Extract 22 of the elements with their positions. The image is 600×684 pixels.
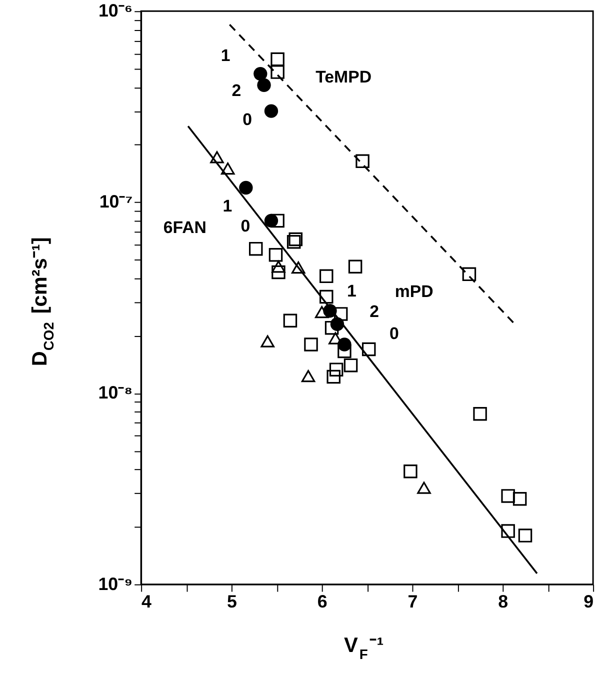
annotation: 1 <box>220 46 230 65</box>
y-tick-label: 10⁻⁸ <box>98 382 133 403</box>
x-tick-label: 8 <box>498 592 508 612</box>
annotation: 6FAN <box>163 218 206 237</box>
annotation: 0 <box>240 216 250 236</box>
y-tick-label: 10⁻⁹ <box>98 574 133 594</box>
x-tick-label: 6 <box>317 592 328 612</box>
annotation: 2 <box>232 80 242 100</box>
y-tick-label: 10⁻⁶ <box>98 0 133 21</box>
annotation: 0 <box>242 110 252 130</box>
y-tick-label: 10⁻⁷ <box>99 192 133 212</box>
x-tick-label: 9 <box>584 592 594 612</box>
annotation: 1 <box>222 196 232 216</box>
annotation: mPD <box>394 282 434 301</box>
annotation: 1 <box>346 281 356 300</box>
y-axis-title: DCO2 [cm²s⁻¹] <box>28 237 57 366</box>
x-tick-label: 5 <box>226 592 237 612</box>
annotation: 2 <box>370 302 379 322</box>
annotation: TeMPD <box>316 68 372 87</box>
x-tick-label: 7 <box>408 592 418 612</box>
annotation: 0 <box>389 324 399 343</box>
x-tick-label: 4 <box>142 592 152 612</box>
